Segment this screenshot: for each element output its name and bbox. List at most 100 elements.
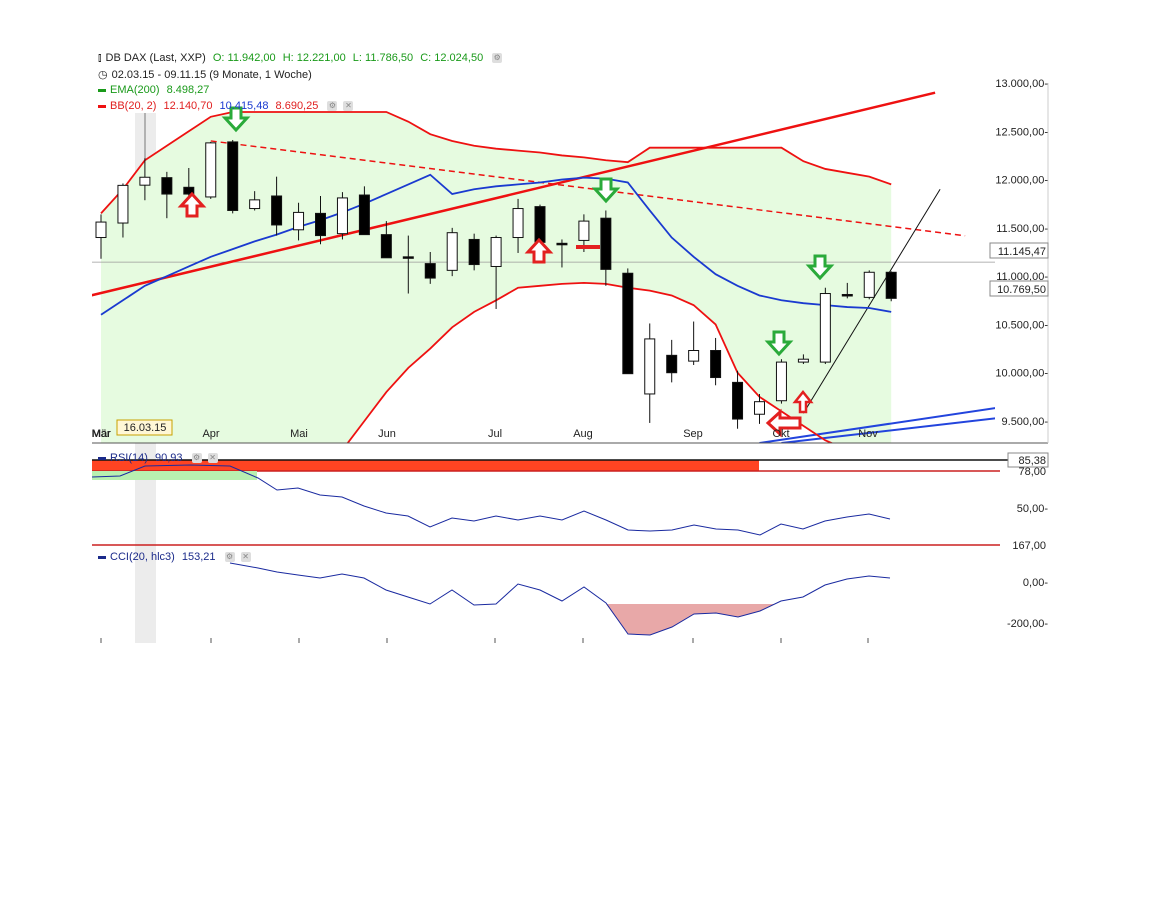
candle-body: [424, 263, 436, 279]
ema-value: 8.498,27: [166, 84, 210, 96]
x-tick-label: Mär: [92, 428, 111, 440]
candle-body: [402, 256, 414, 259]
current-price-label: 11.145,47: [998, 246, 1046, 258]
support-line: [802, 188, 941, 414]
cci-level-label: 167,00: [1012, 540, 1046, 552]
low-value: L: 11.786,50: [352, 52, 414, 64]
buy-arrow: [524, 237, 554, 264]
bb-upper-value: 12.140,70: [163, 100, 213, 112]
candle-body: [688, 350, 700, 362]
y-tick-label: 11.500,00-: [996, 223, 1048, 235]
crosshair-date-box: [116, 419, 173, 436]
x-tick-label: Sep: [683, 428, 703, 440]
rsi-tick-50: 50,00-: [1017, 503, 1049, 515]
candle-body: [446, 232, 458, 271]
ema-swatch: [98, 88, 106, 92]
settings-icon[interactable]: ⚙: [224, 552, 235, 563]
candle-body: [183, 186, 195, 195]
sell-arrow: [805, 254, 835, 281]
sell-arrow: [221, 106, 251, 133]
buy-arrow: [177, 191, 207, 218]
candle-body: [293, 211, 305, 231]
settings-icon[interactable]: ⚙: [191, 453, 202, 464]
candle-body: [117, 184, 129, 224]
candle-body: [468, 238, 480, 266]
y-tick-label: 12.500,00-: [995, 126, 1048, 138]
date-range: 02.03.15 - 09.11.15 (9 Monate, 1 Woche): [111, 69, 312, 81]
buy-arrow: [792, 389, 814, 414]
crosshair-date-label: 16.03.15: [124, 422, 167, 434]
close-icon[interactable]: ✕: [207, 453, 218, 464]
sell-arrow: [591, 177, 621, 204]
bb-swatch: [98, 104, 106, 108]
rsi-value: 90,93: [154, 452, 183, 464]
open-value: O: 11.942,00: [212, 52, 276, 64]
chart-header-symbol: ⫾ DB DAX (Last, XXP) O: 11.942,00 H: 12.2…: [98, 52, 506, 65]
candle-body: [315, 212, 326, 237]
main-plot: [92, 91, 995, 443]
close-icon[interactable]: ✕: [343, 101, 354, 112]
cci-value: 153,21: [181, 551, 216, 563]
cci-tick-0: 0,00-: [1023, 577, 1048, 589]
rsi-line: [91, 464, 891, 536]
blue-trend-line: [759, 407, 995, 443]
candle-body: [380, 234, 392, 259]
y-tick-label: 11.000,00-: [996, 271, 1048, 283]
candle-body: [775, 361, 787, 402]
settings-icon[interactable]: ⚙: [327, 101, 338, 112]
x-tick-label: Nov: [858, 428, 878, 440]
candle-body: [95, 221, 107, 239]
x-tick-label: Mai: [290, 428, 308, 440]
last-price-box: [989, 280, 1049, 297]
rsi-legend: RSI(14) 90,93 ⚙ ✕: [98, 452, 222, 464]
settings-icon[interactable]: ⚙: [492, 53, 503, 64]
red-trend-line: [92, 91, 936, 297]
close-value: C: 12.024,50: [420, 52, 484, 64]
candle-body: [600, 217, 612, 270]
rsi-swatch: [98, 456, 106, 460]
y-tick-label: 12.000,00-: [995, 175, 1048, 187]
candle-body: [205, 142, 217, 198]
candle-body: [556, 242, 568, 246]
x-tick-label: Jun: [378, 428, 396, 440]
current-price-box: [989, 242, 1049, 259]
x-tick-label-start: Mär: [92, 428, 111, 440]
candle-body: [710, 350, 722, 379]
candle-body: [841, 293, 853, 297]
candle-body: [249, 199, 261, 210]
candle-body: [358, 194, 370, 236]
rsi-mid-label: 78,00: [1018, 466, 1046, 478]
candle-body: [578, 220, 590, 241]
candle-body: [139, 176, 151, 186]
candle-body: [336, 197, 348, 235]
x-tick-label: Apr: [202, 428, 219, 440]
candle-body: [732, 381, 744, 420]
candlestick-icon: ⫾: [98, 52, 102, 64]
cci-label: CCI(20, hlc3): [110, 551, 175, 563]
candle-body: [754, 401, 765, 415]
y-tick-label: 10.500,00-: [995, 319, 1048, 331]
x-tick-label: Okt: [772, 428, 789, 440]
rsi-overbought-bar: [92, 460, 759, 471]
candle-body: [644, 338, 656, 395]
candle-body: [271, 195, 283, 226]
y-tick-label: 9.500,00-: [1002, 416, 1049, 428]
close-icon[interactable]: ✕: [240, 552, 251, 563]
cci-tick-m200: -200,00-: [1007, 618, 1048, 630]
cci-swatch: [98, 555, 106, 559]
candle-body: [534, 206, 546, 243]
candle-body: [227, 141, 239, 211]
cci-negative-fill: [606, 604, 775, 635]
ema-legend: EMA(200) 8.498,27: [98, 84, 213, 96]
last-price-label: 10.769,50: [997, 284, 1046, 296]
candle-body: [622, 272, 634, 375]
rsi-green-zone: [92, 471, 257, 480]
resistance-line: [210, 140, 966, 237]
rsi-hi-label: 85,38: [1018, 455, 1046, 467]
bb-label: BB(20, 2): [110, 100, 157, 112]
cci-legend: CCI(20, hlc3) 153,21 ⚙ ✕: [98, 551, 255, 563]
x-tick-label: Aug: [573, 428, 593, 440]
candle-body: [490, 237, 502, 267]
symbol-label: DB DAX (Last, XXP): [105, 52, 206, 64]
